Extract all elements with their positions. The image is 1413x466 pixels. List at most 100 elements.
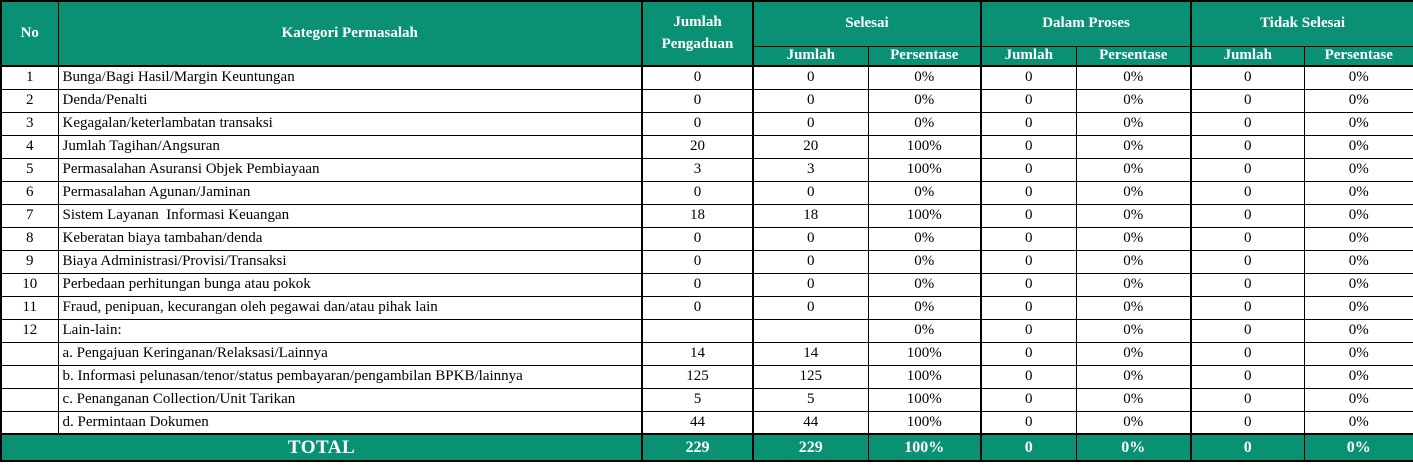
cell-tidak-selesai-jumlah: 0 (1190, 180, 1305, 205)
cell-dalam-proses-persentase: 0% (1075, 180, 1192, 205)
col-header-no: No (0, 0, 59, 67)
cell-jumlah-pengaduan: 44 (641, 410, 754, 435)
cell-dalam-proses-jumlah: 0 (980, 318, 1077, 343)
cell-jumlah-pengaduan: 3 (641, 157, 754, 182)
cell-selesai-jumlah: 5 (752, 387, 869, 412)
table-row: 9 Biaya Administrasi/Provisi/Transaksi 0… (0, 249, 1413, 274)
cell-dalam-proses-persentase: 0% (1075, 318, 1192, 343)
cell-dalam-proses-persentase: 0% (1075, 111, 1192, 136)
cell-jumlah-pengaduan: 0 (641, 180, 754, 205)
cell-selesai-persentase: 100% (867, 364, 982, 389)
cell-selesai-persentase: 100% (867, 203, 982, 228)
cell-kategori: Lain-lain: (57, 318, 643, 343)
cell-tidak-selesai-jumlah: 0 (1190, 157, 1305, 182)
cell-selesai-jumlah: 0 (752, 249, 869, 274)
cell-kategori: Keberatan biaya tambahan/denda (57, 226, 643, 251)
cell-selesai-jumlah: 3 (752, 157, 869, 182)
subcol-header-tidak-selesai-jumlah: Jumlah (1190, 45, 1305, 67)
cell-no: 11 (0, 295, 59, 320)
cell-selesai-persentase: 0% (867, 226, 982, 251)
total-tidak-selesai-jumlah: 0 (1190, 433, 1305, 462)
cell-jumlah-pengaduan: 0 (641, 272, 754, 297)
col-header-jumlah-pengaduan: Jumlah Pengaduan (641, 0, 754, 67)
cell-selesai-persentase: 0% (867, 180, 982, 205)
cell-tidak-selesai-persentase: 0% (1303, 180, 1413, 205)
header-row-main: No Kategori Permasalah Jumlah Pengaduan … (0, 0, 1413, 67)
cell-no: 9 (0, 249, 59, 274)
table-row: a. Pengajuan Keringanan/Relaksasi/Lainny… (0, 341, 1413, 366)
total-dalam-proses-persentase: 0% (1075, 433, 1192, 462)
cell-selesai-jumlah: 0 (752, 88, 869, 113)
cell-dalam-proses-jumlah: 0 (980, 65, 1077, 90)
cell-dalam-proses-persentase: 0% (1075, 226, 1192, 251)
cell-dalam-proses-jumlah: 0 (980, 134, 1077, 159)
table-row: c. Penanganan Collection/Unit Tarikan 5 … (0, 387, 1413, 412)
cell-jumlah-pengaduan: 14 (641, 341, 754, 366)
cell-selesai-jumlah: 0 (752, 180, 869, 205)
table-header: No Kategori Permasalah Jumlah Pengaduan … (0, 0, 1413, 67)
cell-dalam-proses-persentase: 0% (1075, 157, 1192, 182)
cell-kategori: Biaya Administrasi/Provisi/Transaksi (57, 249, 643, 274)
cell-tidak-selesai-persentase: 0% (1303, 249, 1413, 274)
cell-jumlah-pengaduan: 125 (641, 364, 754, 389)
cell-tidak-selesai-persentase: 0% (1303, 134, 1413, 159)
group-header-dalam-proses: Dalam Proses (979, 0, 1192, 47)
total-selesai-jumlah: 229 (752, 433, 869, 462)
subcol-header-dalam-proses-jumlah: Jumlah (980, 45, 1077, 67)
subcol-header-selesai-persentase: Persentase (867, 45, 982, 67)
cell-selesai-jumlah (752, 318, 869, 343)
cell-dalam-proses-jumlah: 0 (980, 203, 1077, 228)
cell-no: 5 (0, 157, 59, 182)
subcol-header-dalam-proses-persentase: Persentase (1075, 45, 1192, 67)
table-row: 12 Lain-lain: 0% 0 0% 0 0% (0, 318, 1413, 343)
cell-selesai-persentase: 100% (867, 157, 982, 182)
cell-dalam-proses-persentase: 0% (1075, 88, 1192, 113)
cell-tidak-selesai-jumlah: 0 (1190, 65, 1305, 90)
cell-tidak-selesai-persentase: 0% (1303, 295, 1413, 320)
table-body: 1 Bunga/Bagi Hasil/Margin Keuntungan 0 0… (0, 65, 1413, 435)
cell-selesai-jumlah: 0 (752, 272, 869, 297)
cell-kategori: Bunga/Bagi Hasil/Margin Keuntungan (57, 65, 643, 90)
cell-no: 12 (0, 318, 59, 343)
cell-dalam-proses-jumlah: 0 (980, 341, 1077, 366)
cell-tidak-selesai-persentase: 0% (1303, 88, 1413, 113)
cell-selesai-persentase: 0% (867, 318, 982, 343)
table-row: 10 Perbedaan perhitungan bunga atau poko… (0, 272, 1413, 297)
table-row: 6 Permasalahan Agunan/Jaminan 0 0 0% 0 0… (0, 180, 1413, 205)
cell-jumlah-pengaduan: 0 (641, 65, 754, 90)
cell-jumlah-pengaduan: 5 (641, 387, 754, 412)
cell-selesai-jumlah: 0 (752, 111, 869, 136)
cell-no: 1 (0, 65, 59, 90)
cell-dalam-proses-persentase: 0% (1075, 249, 1192, 274)
cell-jumlah-pengaduan: 0 (641, 295, 754, 320)
cell-selesai-persentase: 0% (867, 111, 982, 136)
cell-tidak-selesai-jumlah: 0 (1190, 134, 1305, 159)
cell-no (0, 364, 59, 389)
cell-tidak-selesai-jumlah: 0 (1190, 410, 1305, 435)
cell-selesai-persentase: 100% (867, 410, 982, 435)
cell-tidak-selesai-persentase: 0% (1303, 111, 1413, 136)
cell-dalam-proses-jumlah: 0 (980, 364, 1077, 389)
table-footer: TOTAL 229 229 100% 0 0% 0 0% (0, 433, 1413, 462)
cell-tidak-selesai-persentase: 0% (1303, 226, 1413, 251)
total-dalam-proses-jumlah: 0 (980, 433, 1077, 462)
cell-tidak-selesai-persentase: 0% (1303, 410, 1413, 435)
cell-dalam-proses-persentase: 0% (1075, 387, 1192, 412)
cell-jumlah-pengaduan: 20 (641, 134, 754, 159)
cell-jumlah-pengaduan: 0 (641, 111, 754, 136)
cell-no: 2 (0, 88, 59, 113)
total-selesai-persentase: 100% (867, 433, 982, 462)
cell-no: 4 (0, 134, 59, 159)
cell-tidak-selesai-jumlah: 0 (1190, 88, 1305, 113)
cell-selesai-jumlah: 20 (752, 134, 869, 159)
cell-selesai-persentase: 0% (867, 272, 982, 297)
cell-no: 7 (0, 203, 59, 228)
cell-dalam-proses-persentase: 0% (1075, 295, 1192, 320)
cell-kategori: Permasalahan Asuransi Objek Pembiayaan (57, 157, 643, 182)
cell-dalam-proses-persentase: 0% (1075, 134, 1192, 159)
cell-no (0, 410, 59, 435)
cell-kategori: b. Informasi pelunasan/tenor/status pemb… (57, 364, 643, 389)
cell-tidak-selesai-persentase: 0% (1303, 272, 1413, 297)
subcol-header-tidak-selesai-persentase: Persentase (1303, 45, 1413, 67)
